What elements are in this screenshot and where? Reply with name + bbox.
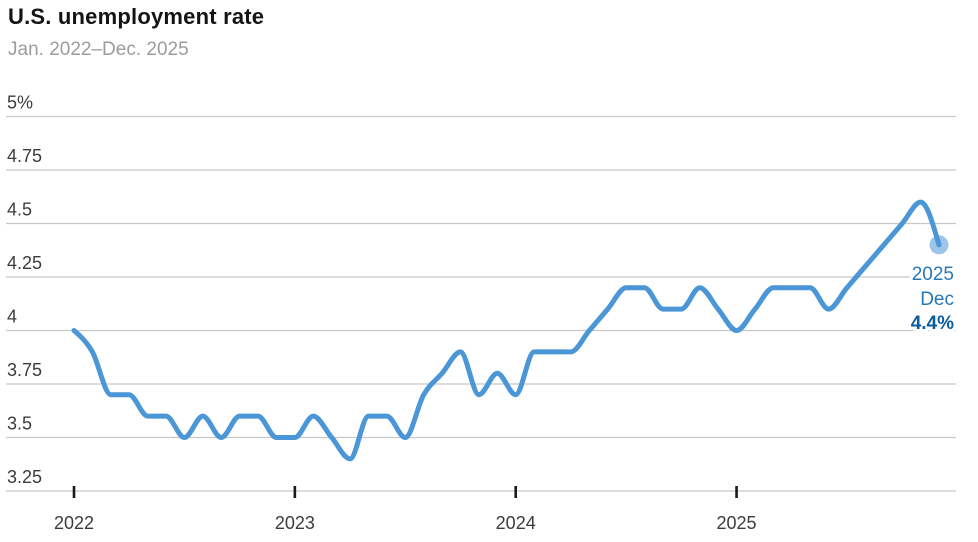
y-axis-tick-label: 4.75: [7, 146, 42, 166]
chart-header: U.S. unemployment rate Jan. 2022–Dec. 20…: [8, 4, 264, 61]
x-axis-year-label: 2024: [496, 513, 536, 533]
y-axis-tick-label: 3.25: [7, 467, 42, 487]
x-axis-year-label: 2025: [717, 513, 757, 533]
y-axis-tick-label: 3.5: [7, 414, 32, 434]
y-axis-tick-label: 5%: [7, 93, 33, 113]
annotation-value: 4.4%: [911, 313, 954, 334]
y-axis-tick-label: 4.5: [7, 200, 32, 220]
y-axis-tick-label: 3.75: [7, 360, 42, 380]
y-axis-tick-label: 4: [7, 307, 17, 327]
trend-line: [71, 199, 942, 462]
x-axis-year-label: 2022: [54, 513, 94, 533]
chart-title: U.S. unemployment rate: [8, 4, 265, 29]
chart-subtitle: Jan. 2022–Dec. 2025: [8, 39, 189, 60]
annotation-year: 2025: [912, 264, 954, 285]
x-axis-year-label: 2023: [275, 513, 315, 533]
annotation-month: Dec: [920, 289, 954, 310]
y-axis-tick-label: 4.25: [7, 253, 42, 273]
